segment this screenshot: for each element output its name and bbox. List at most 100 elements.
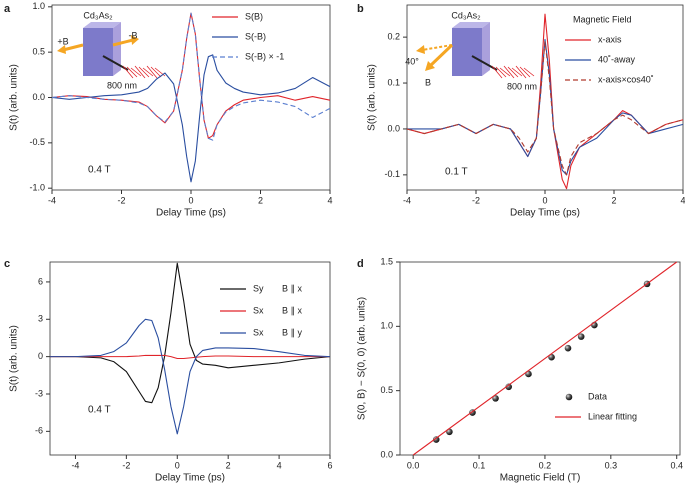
legend-marker (565, 393, 573, 401)
laser-spot (519, 66, 531, 78)
inset-label: 800 nm (507, 81, 537, 91)
series-line (50, 354, 330, 360)
x-axis-title: Magnetic Field (T) (500, 473, 581, 484)
series-line (50, 262, 331, 404)
laser-spot (126, 66, 138, 78)
legend-label: Data (588, 391, 607, 401)
x-tick-label: -2 (472, 195, 480, 205)
laser-spot (499, 67, 511, 77)
field-arrow (62, 43, 84, 52)
inset-label: +B (57, 36, 68, 46)
x-tick-label: 0 (188, 195, 193, 205)
legend-label: Sx (253, 305, 264, 315)
x-tick-label: 6 (327, 460, 332, 470)
y-tick-label: -1.0 (29, 183, 45, 193)
inset-label: -B (129, 30, 138, 40)
data-point (564, 344, 572, 352)
series-line (407, 38, 684, 176)
y-tick-label: 0.0 (387, 123, 400, 133)
y-tick-label: 1.0 (380, 321, 393, 331)
inset-label: Cd₃As₂ (451, 10, 481, 20)
y-tick-label: 0.1 (387, 77, 400, 87)
laser-spot (503, 65, 515, 79)
x-tick-label: 2 (611, 195, 616, 205)
x-tick-label: 0.4 (670, 460, 683, 470)
crystal-side (113, 22, 121, 76)
data-point (577, 333, 585, 340)
crystal-front (83, 28, 113, 76)
laser-spot (515, 65, 527, 79)
legend-label: x-axis (598, 34, 622, 44)
y-tick-label: 0.2 (387, 32, 400, 42)
x-axis-title: Delay Time (ps) (156, 208, 226, 219)
plot-frame (399, 261, 681, 456)
y-tick-label: 6 (38, 276, 43, 286)
inset-label: B (425, 77, 431, 87)
x-tick-label: 0.3 (605, 460, 618, 470)
inset-label: 40° (405, 56, 419, 66)
data-point (492, 395, 499, 402)
legend-condition: B ∥ x (282, 283, 303, 293)
crystal-top (83, 22, 121, 28)
y-tick-label: 0.0 (32, 92, 45, 102)
laser-spot (507, 66, 519, 78)
series-line (51, 12, 331, 141)
panel-label: d (357, 258, 364, 270)
legend-label: S(-B) × -1 (245, 51, 284, 61)
legend-label: Linear fitting (588, 411, 637, 421)
field-arrow (112, 38, 134, 47)
field-arrow (428, 43, 454, 68)
arrow-head (57, 45, 66, 54)
data-point (505, 383, 513, 391)
legend-title: Magnetic Field (573, 14, 632, 24)
y-tick-label: 0 (38, 351, 43, 361)
series-line (51, 54, 331, 183)
x-axis-title: Delay Time (ps) (155, 473, 225, 484)
y-axis-title: S(t) (arb. units) (9, 64, 20, 131)
plot-frame (49, 261, 331, 456)
y-tick-label: 0.5 (32, 47, 45, 57)
legend-label: x-axis×cos40˚ (598, 74, 654, 84)
laser-spot (142, 67, 154, 77)
y-tick-label: 0.5 (380, 385, 393, 395)
x-axis-title: Delay Time (ps) (510, 208, 580, 219)
crystal-side (482, 22, 490, 76)
crystal-front (452, 28, 482, 76)
laser-spot (495, 66, 507, 78)
x-tick-label: -4 (403, 195, 411, 205)
x-tick-label: -4 (48, 195, 56, 205)
crystal-top (452, 22, 490, 28)
y-tick-label: 3 (38, 314, 43, 324)
legend-label: Sy (253, 283, 264, 293)
y-axis-title: S(t) (arb. units) (367, 64, 378, 131)
legend-condition: B ∥ y (282, 327, 303, 337)
inset-label: Cd₃As₂ (83, 10, 113, 20)
laser-spot (130, 67, 142, 77)
y-tick-label: -6 (35, 426, 43, 436)
legend-label: S(B) (245, 11, 263, 21)
laser-spot (150, 66, 162, 78)
probe-beam (102, 55, 129, 71)
legend-label: 40˚-away (598, 54, 636, 64)
y-axis-title: S(t) (arb. units) (9, 325, 20, 392)
y-axis-title: S(0, B) − S(0, 0) (arb. units) (357, 297, 368, 420)
panel-label: b (357, 3, 364, 15)
y-tick-label: -0.1 (384, 169, 400, 179)
field-annotation: 0.4 T (88, 405, 111, 416)
y-tick-label: 0.0 (380, 449, 393, 459)
panel-label: c (4, 258, 10, 270)
inset-diagram (416, 22, 535, 79)
x-tick-label: 4 (327, 195, 332, 205)
x-tick-label: 4 (277, 460, 282, 470)
legend-label: Sx (253, 327, 264, 337)
arrow-head (416, 45, 425, 54)
field-annotation: 0.1 T (445, 167, 468, 178)
laser-spot (523, 67, 535, 77)
arrow-head (131, 35, 139, 45)
laser-spot (134, 65, 146, 79)
series-line (406, 41, 684, 176)
series-line (412, 261, 678, 456)
x-tick-label: 0.0 (407, 460, 420, 470)
laser-spot (491, 65, 503, 79)
